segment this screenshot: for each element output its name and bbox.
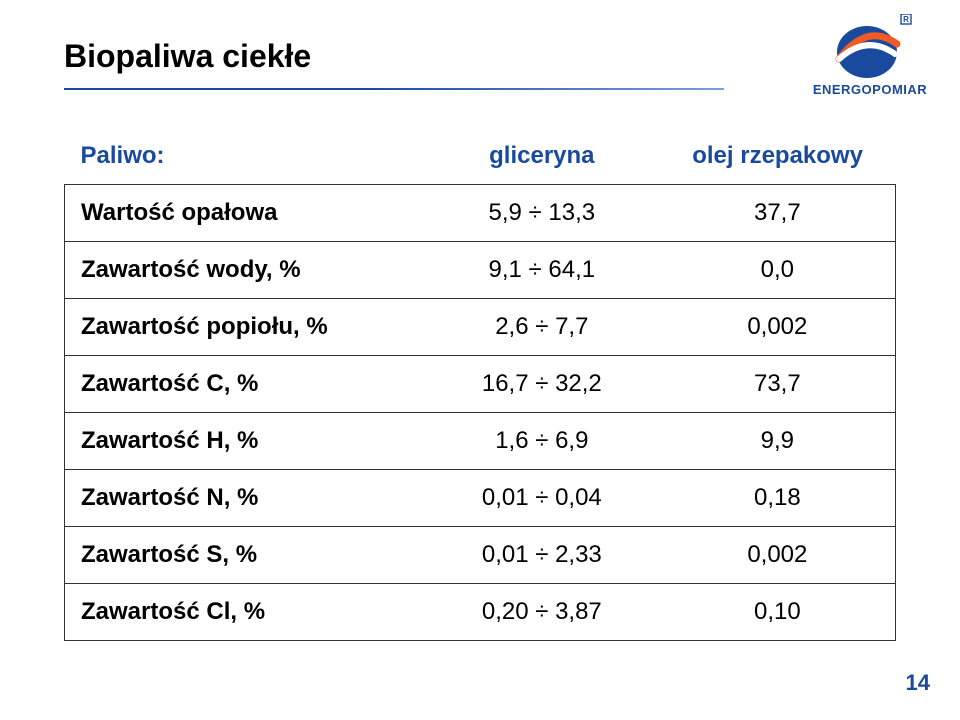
row-label: Zawartość popiołu, %: [65, 299, 424, 356]
row-label: Zawartość wody, %: [65, 242, 424, 299]
row-val-olej: 0,18: [660, 470, 896, 527]
slide: Biopaliwa ciekłe R ENERGOPOMIAR Paliwo: …: [0, 0, 960, 720]
row-val-olej: 9,9: [660, 413, 896, 470]
fuel-table: Paliwo: gliceryna olej rzepakowy Wartość…: [64, 128, 896, 641]
row-val-gliceryna: 1,6 ÷ 6,9: [424, 413, 660, 470]
table-row: Zawartość C, % 16,7 ÷ 32,2 73,7: [65, 356, 896, 413]
row-val-gliceryna: 5,9 ÷ 13,3: [424, 185, 660, 242]
row-val-olej: 0,0: [660, 242, 896, 299]
energopomiar-logo-icon: R: [827, 14, 913, 80]
row-val-gliceryna: 0,01 ÷ 0,04: [424, 470, 660, 527]
row-val-olej: 0,002: [660, 299, 896, 356]
row-label: Zawartość H, %: [65, 413, 424, 470]
row-val-gliceryna: 9,1 ÷ 64,1: [424, 242, 660, 299]
title-rule: [64, 88, 724, 90]
logo: R ENERGOPOMIAR: [810, 14, 930, 97]
row-val-olej: 73,7: [660, 356, 896, 413]
row-val-olej: 0,10: [660, 584, 896, 641]
row-val-olej: 37,7: [660, 185, 896, 242]
table-row: Zawartość popiołu, % 2,6 ÷ 7,7 0,002: [65, 299, 896, 356]
slide-title: Biopaliwa ciekłe: [64, 38, 311, 75]
table-row: Wartość opałowa 5,9 ÷ 13,3 37,7: [65, 185, 896, 242]
page-number: 14: [906, 670, 930, 696]
table-row: Zawartość H, % 1,6 ÷ 6,9 9,9: [65, 413, 896, 470]
table-row: Zawartość N, % 0,01 ÷ 0,04 0,18: [65, 470, 896, 527]
row-label: Zawartość Cl, %: [65, 584, 424, 641]
row-label: Wartość opałowa: [65, 185, 424, 242]
row-val-olej: 0,002: [660, 527, 896, 584]
header-paliwo: Paliwo:: [65, 128, 424, 185]
row-val-gliceryna: 0,01 ÷ 2,33: [424, 527, 660, 584]
svg-text:R: R: [903, 15, 909, 24]
table-row: Zawartość Cl, % 0,20 ÷ 3,87 0,10: [65, 584, 896, 641]
header-gliceryna: gliceryna: [424, 128, 660, 185]
logo-text: ENERGOPOMIAR: [810, 82, 930, 97]
row-val-gliceryna: 0,20 ÷ 3,87: [424, 584, 660, 641]
table-header-row: Paliwo: gliceryna olej rzepakowy: [65, 128, 896, 185]
header-olej: olej rzepakowy: [660, 128, 896, 185]
row-val-gliceryna: 2,6 ÷ 7,7: [424, 299, 660, 356]
row-val-gliceryna: 16,7 ÷ 32,2: [424, 356, 660, 413]
row-label: Zawartość C, %: [65, 356, 424, 413]
table-row: Zawartość wody, % 9,1 ÷ 64,1 0,0: [65, 242, 896, 299]
row-label: Zawartość N, %: [65, 470, 424, 527]
row-label: Zawartość S, %: [65, 527, 424, 584]
table-row: Zawartość S, % 0,01 ÷ 2,33 0,002: [65, 527, 896, 584]
